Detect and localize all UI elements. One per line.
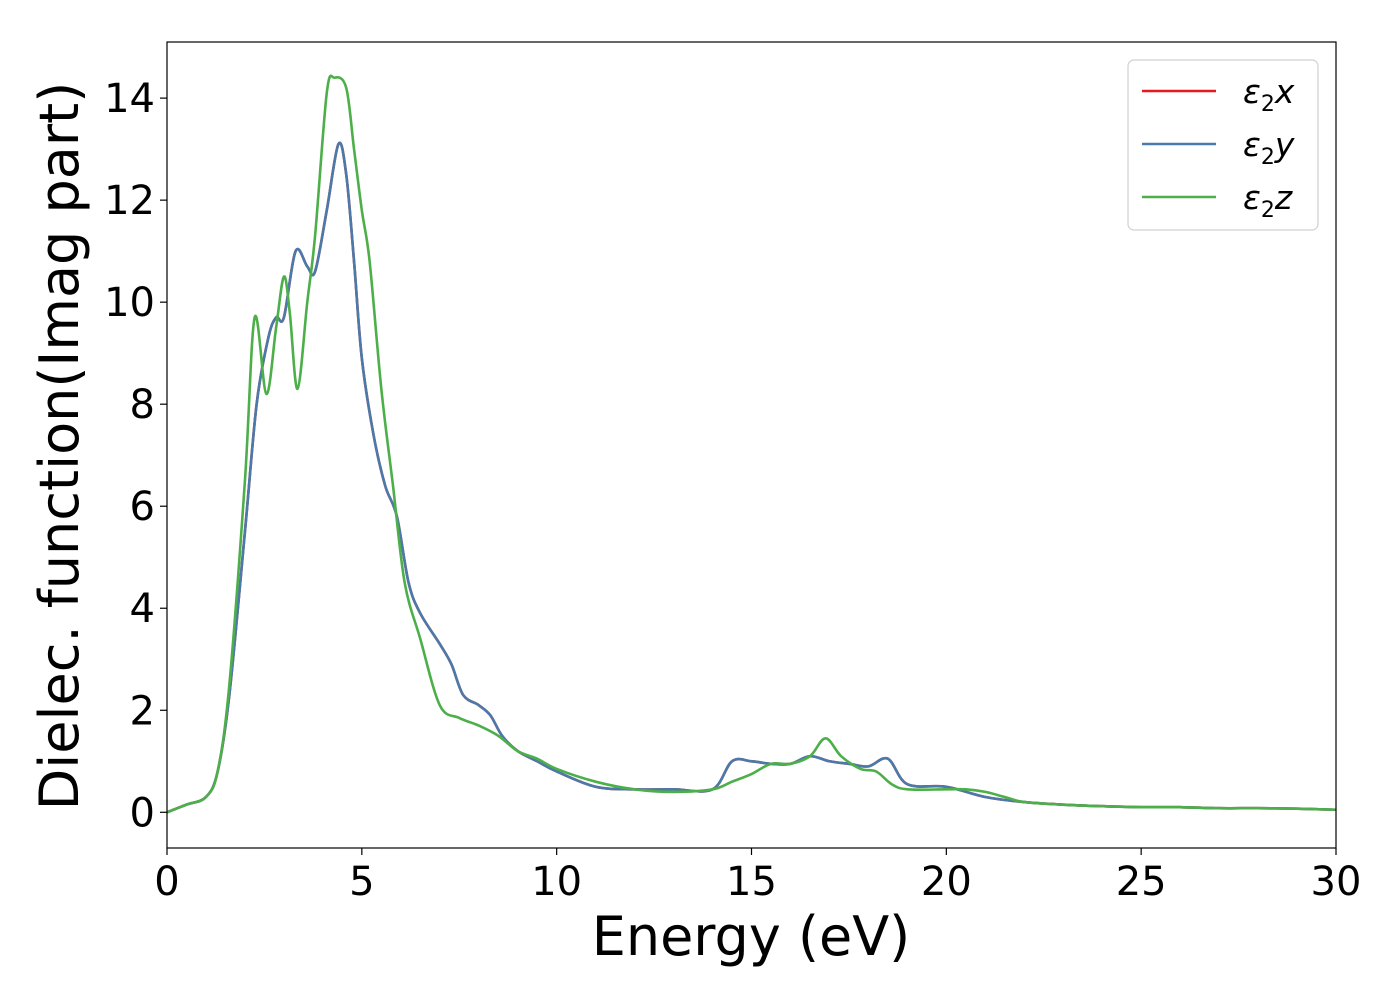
x-tick-label-4: 20 — [921, 859, 972, 905]
x-tick-label-3: 15 — [726, 859, 777, 905]
y-tick-label-0: 0 — [130, 790, 155, 836]
y-tick-label-6: 12 — [104, 178, 155, 224]
x-tick-label-1: 5 — [349, 859, 374, 905]
y-tick-label-2: 4 — [130, 586, 155, 632]
y-tick-label-3: 6 — [130, 484, 155, 530]
series-line-2 — [167, 74, 1336, 814]
legend-label-0: ε2x — [1243, 72, 1295, 117]
y-tick-label-5: 10 — [104, 280, 155, 326]
x-tick-label-6: 30 — [1311, 859, 1362, 905]
y-tick-label-7: 14 — [104, 76, 155, 122]
x-tick-label-0: 0 — [154, 859, 179, 905]
y-tick-label-1: 2 — [130, 688, 155, 734]
legend: ε2x ε2y ε2z — [1127, 59, 1319, 231]
series-lines — [167, 74, 1336, 814]
y-axis-label: Dielec. function(Imag part) — [28, 82, 91, 811]
x-axis-label: Energy (eV) — [592, 905, 911, 968]
x-tick-label-5: 25 — [1116, 859, 1167, 905]
plot-area — [167, 74, 1336, 814]
y-tick-label-4: 8 — [130, 382, 155, 428]
axes: 0 5 10 15 20 25 30 0 2 4 6 8 10 12 14 — [104, 41, 1362, 905]
series-line-0 — [167, 141, 1336, 814]
x-tick-label-2: 10 — [531, 859, 582, 905]
legend-label-1: ε2y — [1243, 125, 1295, 170]
legend-label-2: ε2z — [1243, 178, 1293, 223]
series-line-1 — [167, 141, 1336, 814]
legend-box — [1127, 59, 1319, 231]
